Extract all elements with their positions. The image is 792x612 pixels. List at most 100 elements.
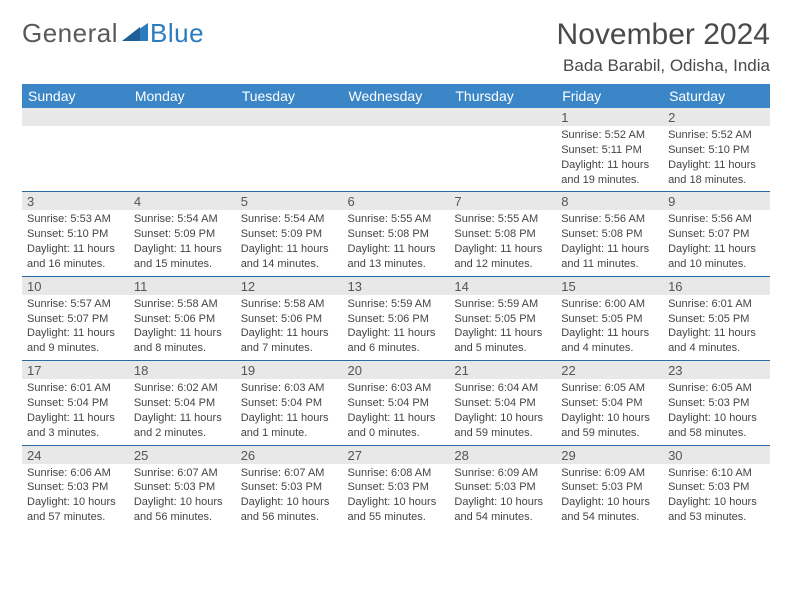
calendar-week-row: 1Sunrise: 5:52 AMSunset: 5:11 PMDaylight… [22, 108, 770, 192]
day-data [129, 126, 236, 132]
day-data [22, 126, 129, 132]
calendar-day-cell: 3Sunrise: 5:53 AMSunset: 5:10 PMDaylight… [22, 192, 129, 276]
day-data: Sunrise: 5:58 AMSunset: 5:06 PMDaylight:… [236, 295, 343, 360]
day-number: 18 [129, 361, 236, 379]
calendar-day-cell [449, 108, 556, 192]
weekday-header: Sunday [22, 84, 129, 108]
day-number: 1 [556, 108, 663, 126]
calendar-day-cell: 22Sunrise: 6:05 AMSunset: 5:04 PMDayligh… [556, 361, 663, 445]
month-title: November 2024 [557, 18, 770, 52]
weekday-header: Saturday [663, 84, 770, 108]
day-data: Sunrise: 6:06 AMSunset: 5:03 PMDaylight:… [22, 464, 129, 529]
calendar-day-cell: 16Sunrise: 6:01 AMSunset: 5:05 PMDayligh… [663, 276, 770, 360]
calendar-day-cell [22, 108, 129, 192]
calendar-day-cell: 17Sunrise: 6:01 AMSunset: 5:04 PMDayligh… [22, 361, 129, 445]
day-data [236, 126, 343, 132]
day-number: 10 [22, 277, 129, 295]
calendar-day-cell: 1Sunrise: 5:52 AMSunset: 5:11 PMDaylight… [556, 108, 663, 192]
calendar-day-cell [129, 108, 236, 192]
calendar-week-row: 3Sunrise: 5:53 AMSunset: 5:10 PMDaylight… [22, 192, 770, 276]
day-number: 22 [556, 361, 663, 379]
weekday-header: Friday [556, 84, 663, 108]
day-number: 23 [663, 361, 770, 379]
day-data: Sunrise: 6:10 AMSunset: 5:03 PMDaylight:… [663, 464, 770, 529]
logo-triangle-icon [122, 17, 148, 48]
calendar-day-cell: 12Sunrise: 5:58 AMSunset: 5:06 PMDayligh… [236, 276, 343, 360]
day-number: 6 [343, 192, 450, 210]
day-number: 26 [236, 446, 343, 464]
day-data: Sunrise: 6:04 AMSunset: 5:04 PMDaylight:… [449, 379, 556, 444]
calendar-day-cell: 19Sunrise: 6:03 AMSunset: 5:04 PMDayligh… [236, 361, 343, 445]
calendar-day-cell: 25Sunrise: 6:07 AMSunset: 5:03 PMDayligh… [129, 445, 236, 529]
day-data: Sunrise: 5:59 AMSunset: 5:05 PMDaylight:… [449, 295, 556, 360]
calendar-day-cell: 7Sunrise: 5:55 AMSunset: 5:08 PMDaylight… [449, 192, 556, 276]
day-number: 25 [129, 446, 236, 464]
day-number: 5 [236, 192, 343, 210]
logo-text-general: General [22, 18, 118, 49]
weekday-header: Monday [129, 84, 236, 108]
day-number: 29 [556, 446, 663, 464]
day-number: 16 [663, 277, 770, 295]
weekday-header: Tuesday [236, 84, 343, 108]
weekday-header: Wednesday [343, 84, 450, 108]
day-number: 17 [22, 361, 129, 379]
day-data [343, 126, 450, 132]
calendar-day-cell: 26Sunrise: 6:07 AMSunset: 5:03 PMDayligh… [236, 445, 343, 529]
calendar-day-cell: 18Sunrise: 6:02 AMSunset: 5:04 PMDayligh… [129, 361, 236, 445]
day-data: Sunrise: 5:56 AMSunset: 5:08 PMDaylight:… [556, 210, 663, 275]
day-data: Sunrise: 6:03 AMSunset: 5:04 PMDaylight:… [343, 379, 450, 444]
day-data: Sunrise: 6:01 AMSunset: 5:05 PMDaylight:… [663, 295, 770, 360]
day-number [22, 108, 129, 126]
calendar-week-row: 10Sunrise: 5:57 AMSunset: 5:07 PMDayligh… [22, 276, 770, 360]
day-number: 28 [449, 446, 556, 464]
day-data: Sunrise: 5:55 AMSunset: 5:08 PMDaylight:… [343, 210, 450, 275]
day-data: Sunrise: 5:59 AMSunset: 5:06 PMDaylight:… [343, 295, 450, 360]
header: General Blue November 2024 Bada Barabil,… [22, 18, 770, 76]
day-data [449, 126, 556, 132]
day-data: Sunrise: 5:57 AMSunset: 5:07 PMDaylight:… [22, 295, 129, 360]
day-number: 9 [663, 192, 770, 210]
title-block: November 2024 Bada Barabil, Odisha, Indi… [557, 18, 770, 76]
calendar-day-cell: 14Sunrise: 5:59 AMSunset: 5:05 PMDayligh… [449, 276, 556, 360]
day-number: 19 [236, 361, 343, 379]
calendar-body: 1Sunrise: 5:52 AMSunset: 5:11 PMDaylight… [22, 108, 770, 529]
day-number: 14 [449, 277, 556, 295]
day-number: 4 [129, 192, 236, 210]
day-number: 20 [343, 361, 450, 379]
day-number: 24 [22, 446, 129, 464]
day-number: 12 [236, 277, 343, 295]
calendar-day-cell: 27Sunrise: 6:08 AMSunset: 5:03 PMDayligh… [343, 445, 450, 529]
day-number: 3 [22, 192, 129, 210]
day-data: Sunrise: 6:09 AMSunset: 5:03 PMDaylight:… [556, 464, 663, 529]
calendar-day-cell: 4Sunrise: 5:54 AMSunset: 5:09 PMDaylight… [129, 192, 236, 276]
day-data: Sunrise: 6:05 AMSunset: 5:04 PMDaylight:… [556, 379, 663, 444]
logo-text-blue: Blue [150, 18, 204, 49]
calendar-day-cell: 20Sunrise: 6:03 AMSunset: 5:04 PMDayligh… [343, 361, 450, 445]
day-data: Sunrise: 6:03 AMSunset: 5:04 PMDaylight:… [236, 379, 343, 444]
day-number [236, 108, 343, 126]
calendar-day-cell: 30Sunrise: 6:10 AMSunset: 5:03 PMDayligh… [663, 445, 770, 529]
day-data: Sunrise: 6:08 AMSunset: 5:03 PMDaylight:… [343, 464, 450, 529]
calendar-day-cell: 8Sunrise: 5:56 AMSunset: 5:08 PMDaylight… [556, 192, 663, 276]
calendar-day-cell: 23Sunrise: 6:05 AMSunset: 5:03 PMDayligh… [663, 361, 770, 445]
day-data: Sunrise: 5:58 AMSunset: 5:06 PMDaylight:… [129, 295, 236, 360]
calendar-day-cell: 11Sunrise: 5:58 AMSunset: 5:06 PMDayligh… [129, 276, 236, 360]
day-data: Sunrise: 5:52 AMSunset: 5:10 PMDaylight:… [663, 126, 770, 191]
calendar-week-row: 17Sunrise: 6:01 AMSunset: 5:04 PMDayligh… [22, 361, 770, 445]
day-data: Sunrise: 6:07 AMSunset: 5:03 PMDaylight:… [129, 464, 236, 529]
day-data: Sunrise: 5:53 AMSunset: 5:10 PMDaylight:… [22, 210, 129, 275]
day-number: 30 [663, 446, 770, 464]
weekday-header: Thursday [449, 84, 556, 108]
day-data: Sunrise: 6:01 AMSunset: 5:04 PMDaylight:… [22, 379, 129, 444]
day-number: 11 [129, 277, 236, 295]
day-number: 15 [556, 277, 663, 295]
day-data: Sunrise: 5:56 AMSunset: 5:07 PMDaylight:… [663, 210, 770, 275]
calendar-day-cell: 6Sunrise: 5:55 AMSunset: 5:08 PMDaylight… [343, 192, 450, 276]
calendar-day-cell: 24Sunrise: 6:06 AMSunset: 5:03 PMDayligh… [22, 445, 129, 529]
day-number [343, 108, 450, 126]
calendar-day-cell: 9Sunrise: 5:56 AMSunset: 5:07 PMDaylight… [663, 192, 770, 276]
day-number [129, 108, 236, 126]
calendar-day-cell: 15Sunrise: 6:00 AMSunset: 5:05 PMDayligh… [556, 276, 663, 360]
calendar-day-cell: 21Sunrise: 6:04 AMSunset: 5:04 PMDayligh… [449, 361, 556, 445]
calendar-day-cell: 5Sunrise: 5:54 AMSunset: 5:09 PMDaylight… [236, 192, 343, 276]
